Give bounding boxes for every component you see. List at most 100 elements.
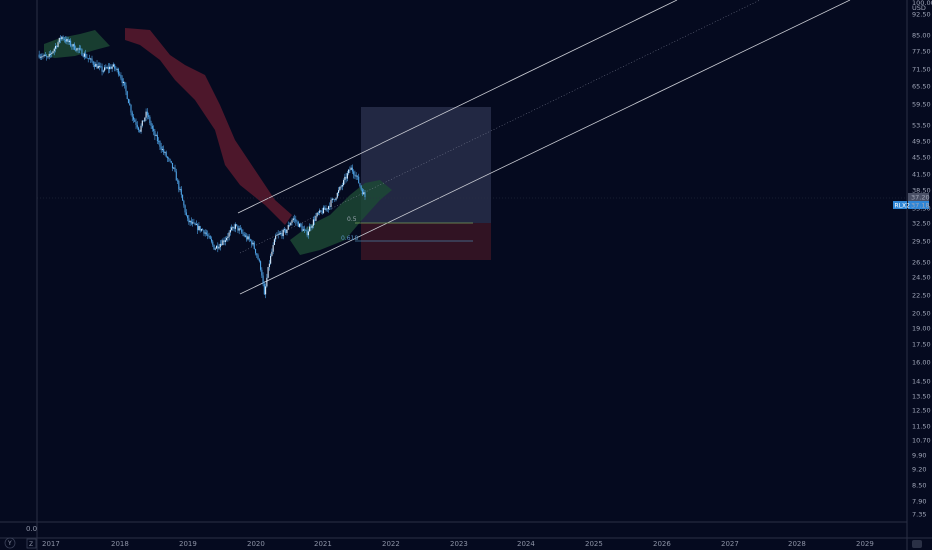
- candle-body: [282, 229, 284, 237]
- candle-body: [238, 228, 240, 231]
- price-tick-label: 8.50: [912, 482, 926, 490]
- candle-body: [194, 223, 196, 225]
- candle-body: [83, 53, 85, 57]
- log-scale-button-label: Y: [7, 540, 12, 547]
- candle-body: [166, 156, 169, 159]
- candle-body: [295, 219, 297, 222]
- candle-body: [49, 53, 52, 55]
- candle-body: [178, 180, 180, 190]
- candle-body: [212, 241, 214, 245]
- candle-body: [156, 135, 158, 142]
- candle-body: [145, 111, 147, 118]
- time-axis[interactable]: 2017 2018 2019 2020 2021 2022 2023 2024 2025 2026…: [42, 540, 874, 548]
- candle-body: [53, 48, 55, 52]
- candle-body: [67, 38, 69, 43]
- candle-body: [285, 229, 287, 233]
- zoom-toggle-button[interactable]: [26, 538, 37, 549]
- candle-body: [115, 68, 117, 70]
- candle-body: [57, 42, 59, 47]
- candle-body: [168, 158, 170, 160]
- candle-body: [346, 173, 348, 179]
- fib-level-0618-label: 0.618: [341, 235, 358, 242]
- candle-body: [51, 53, 53, 54]
- price-tick-label: 19.00: [912, 325, 931, 333]
- price-tick-label: 9.20: [912, 466, 926, 474]
- candle-body: [251, 240, 253, 245]
- candle-body: [354, 174, 356, 177]
- candle-body: [358, 176, 360, 184]
- candle-body: [276, 234, 278, 236]
- time-tick-label: 2026: [653, 540, 671, 548]
- position-loss-zone[interactable]: [361, 223, 491, 260]
- candle-body: [193, 222, 195, 224]
- time-tick-label: 2018: [111, 540, 129, 548]
- indicator-value-label: 0.0: [26, 525, 37, 533]
- candle-body: [174, 167, 176, 172]
- candle-body: [131, 112, 133, 117]
- candle-body: [204, 232, 206, 234]
- candle-body: [92, 61, 94, 65]
- time-tick-label: 2020: [247, 540, 265, 548]
- position-profit-zone[interactable]: [361, 107, 491, 223]
- price-axis[interactable]: 92.50 85.00 77.50 71.50 65.50 59.50 53.50 49.50…: [912, 0, 932, 519]
- candle-body: [244, 235, 247, 237]
- candle-body: [200, 229, 202, 231]
- price-tick-label: 53.50: [912, 122, 931, 130]
- channel-lower-line[interactable]: [239, 0, 851, 295]
- channel-upper-line[interactable]: [237, 0, 678, 214]
- candle-body: [114, 64, 116, 69]
- symbol-tag-text: RLX2: [895, 203, 911, 210]
- candle-body: [320, 210, 322, 212]
- candle-body: [329, 206, 331, 207]
- candle-body: [137, 127, 140, 130]
- candle-body: [243, 233, 245, 237]
- candle-body: [139, 129, 141, 132]
- candle-body: [68, 40, 70, 43]
- candle-body: [149, 116, 151, 124]
- candle-body: [319, 210, 321, 213]
- price-tick-label: 13.50: [912, 393, 931, 401]
- candle-body: [221, 243, 223, 246]
- candle-body: [229, 229, 231, 233]
- candle-body: [208, 235, 210, 237]
- candle-body: [345, 176, 347, 179]
- candle-body: [180, 189, 182, 195]
- candle-body: [158, 141, 160, 142]
- candle-body: [71, 45, 73, 47]
- channel-mid-line[interactable]: [239, 0, 761, 254]
- candle-body: [190, 220, 192, 224]
- settings-button[interactable]: [912, 540, 922, 548]
- candle-body: [262, 275, 264, 285]
- time-tick-label: 2027: [721, 540, 739, 548]
- candle-body: [173, 167, 175, 169]
- candle-body: [129, 103, 131, 105]
- price-tick-label: 100.00: [912, 0, 932, 7]
- candle-body: [224, 240, 226, 243]
- candle-body: [130, 104, 132, 113]
- candle-body: [117, 68, 119, 75]
- candle-body: [300, 223, 302, 227]
- log-scale-button[interactable]: [4, 537, 16, 549]
- candle-body: [140, 125, 142, 132]
- candle-body: [339, 186, 341, 191]
- last-price-sub-tag: [908, 201, 929, 209]
- candle-body: [231, 227, 233, 230]
- time-tick-label: 2024: [517, 540, 535, 548]
- candle-body: [62, 36, 64, 40]
- candle-body: [325, 208, 327, 210]
- candle-body: [232, 227, 234, 229]
- candle-body: [317, 212, 319, 214]
- candle-body: [296, 221, 298, 223]
- price-tick-label: 16.00: [912, 359, 931, 367]
- candle-body: [309, 226, 311, 232]
- candle-body: [135, 121, 137, 125]
- candle-body: [265, 286, 267, 295]
- candle-body: [93, 64, 96, 67]
- candle-body: [104, 67, 106, 71]
- candle-body: [127, 99, 130, 104]
- candle-body: [266, 277, 268, 287]
- candle-body: [46, 56, 48, 57]
- candle-body: [159, 141, 161, 147]
- candle-body: [215, 245, 218, 249]
